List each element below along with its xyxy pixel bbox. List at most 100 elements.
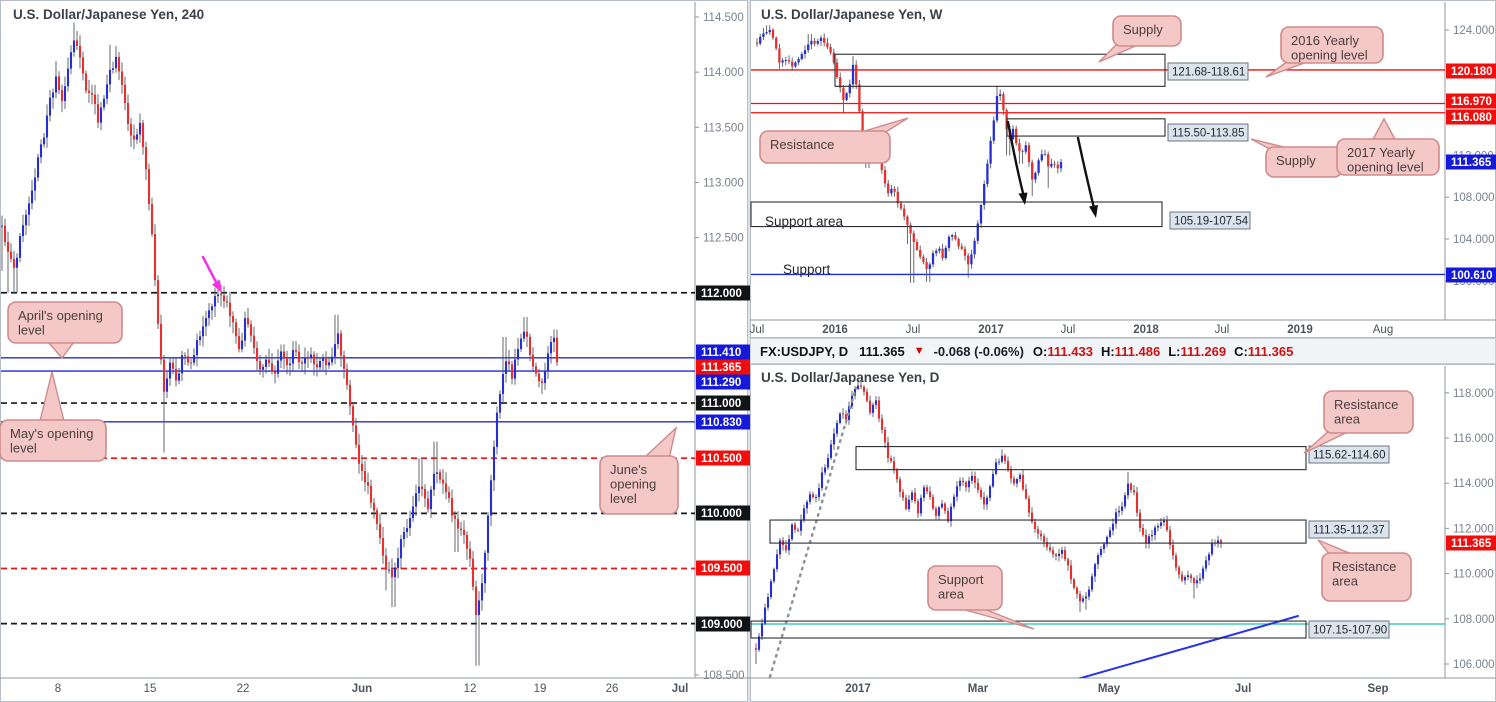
price-tick-label: 113.500 bbox=[703, 122, 744, 134]
time-tick-label: 2016 bbox=[822, 324, 848, 336]
ohlc-low-value: 111.269 bbox=[1180, 343, 1227, 359]
callout-text: area bbox=[1332, 574, 1359, 589]
price-down-triangle-icon: ▼ bbox=[913, 345, 925, 357]
zone-range-label: 115.62-114.60 bbox=[1308, 445, 1390, 464]
callout-text: opening bbox=[610, 477, 656, 492]
supply-zone-121-118[interactable] bbox=[834, 53, 1166, 87]
time-axis-labels: 2017 Mar May Jul Sep bbox=[845, 683, 1388, 695]
price-badges: 120.180 116.970 116.080 111.365 100.610 bbox=[1446, 63, 1496, 283]
time-tick-label: Jul bbox=[1061, 324, 1076, 336]
callout-text: level bbox=[18, 323, 45, 338]
price-badge-111.365: 111.365 bbox=[1446, 154, 1496, 170]
zone-name-label: Support bbox=[783, 262, 831, 277]
callout-text: 2017 Yearly bbox=[1347, 145, 1415, 160]
ohlc-open-value: 111.433 bbox=[1047, 343, 1093, 359]
price-badge-text: 111.290 bbox=[701, 377, 741, 389]
callout-resistance-weekly[interactable]: Resistance bbox=[759, 117, 909, 164]
time-tick-label: Jul bbox=[750, 324, 765, 336]
callout-text: level bbox=[10, 441, 37, 456]
zone-range-label: 107.15-107.90 bbox=[1308, 620, 1390, 639]
price-badge-110.830: 110.830 bbox=[696, 414, 750, 430]
time-tick-label: 19 bbox=[534, 683, 547, 695]
zone-range-text: 107.15-107.90 bbox=[1313, 625, 1387, 637]
callout-text: Supply bbox=[1276, 153, 1316, 168]
price-badge-text: 110.000 bbox=[701, 508, 742, 520]
symbol-info-bar[interactable]: FX:USDJPY, D 111.365 ▼ -0.068 (-0.06%) O… bbox=[750, 338, 1496, 364]
zone-range-text: 105.19-107.54 bbox=[1174, 216, 1249, 228]
price-tick-label: 116.000 bbox=[1453, 433, 1494, 445]
callout-bubble bbox=[927, 565, 1003, 611]
callout-supply-lower[interactable]: Supply bbox=[1250, 138, 1343, 178]
chart-W: 124.000112.000108.000104.000100.000Jul20… bbox=[750, 2, 1496, 336]
resistance-zone-115-114[interactable] bbox=[855, 446, 1307, 471]
price-tick-label: 108.000 bbox=[1453, 614, 1495, 626]
time-tick-label: 26 bbox=[606, 683, 619, 695]
price-badge-text: 120.180 bbox=[1451, 66, 1493, 78]
callout-tail bbox=[957, 607, 1035, 630]
price-tick-label: 110.000 bbox=[1453, 569, 1494, 581]
callout-text: opening level bbox=[1291, 48, 1368, 63]
callout-text: area bbox=[1334, 412, 1361, 427]
zone-range-text: 121.68-118.61 bbox=[1172, 67, 1245, 79]
price-tick-label: 108.500 bbox=[703, 670, 745, 682]
magenta-pointer-arrow[interactable] bbox=[201, 255, 222, 293]
price-tick-label: 124.000 bbox=[1453, 25, 1495, 37]
zone-range-label: 111.35-112.37 bbox=[1308, 520, 1390, 539]
support-zone-107[interactable] bbox=[750, 620, 1307, 639]
supply-zone-115-113[interactable] bbox=[1006, 118, 1166, 137]
price-badge-111.365: 111.365 bbox=[696, 359, 750, 375]
callout-tail bbox=[46, 341, 76, 360]
callout-text: Resistance bbox=[770, 137, 834, 152]
ticker-symbol[interactable]: FX:USDJPY, D bbox=[760, 343, 849, 359]
time-tick-label: Mar bbox=[968, 683, 989, 695]
price-badge-text: 110.830 bbox=[701, 417, 742, 429]
price-tick-label: 114.000 bbox=[1453, 478, 1494, 490]
chart-panel-usdjpy-4h[interactable] bbox=[0, 0, 748, 702]
callout-text: Resistance bbox=[1334, 397, 1398, 412]
level-lines bbox=[751, 69, 1445, 276]
callout-text: Resistance bbox=[1332, 559, 1396, 574]
price-badge-text: 116.080 bbox=[1451, 112, 1492, 124]
supply-drop-arrow-1[interactable] bbox=[1006, 120, 1028, 205]
callout-text: level bbox=[610, 491, 637, 506]
price-tick-label: 114.500 bbox=[703, 12, 744, 24]
ohlc-close-label: C: bbox=[1234, 343, 1248, 359]
price-badge-110.500: 110.500 bbox=[696, 450, 750, 466]
time-tick-label: Jul bbox=[672, 683, 689, 695]
price-badge-111.000: 111.000 bbox=[696, 395, 750, 411]
price-badge-112.000: 112.000 bbox=[696, 285, 750, 301]
candlestick-series bbox=[754, 378, 1223, 664]
zone-range-label: 115.50-113.85 bbox=[1167, 123, 1249, 142]
chart-title-daily: U.S. Dollar/Japanese Yen, D bbox=[761, 370, 940, 385]
price-axis-labels: 114.500 114.000 113.500 113.000 112.500 108.5… bbox=[695, 12, 745, 682]
price-tick-label: 112.500 bbox=[703, 233, 744, 245]
resistance-zone-111-112[interactable] bbox=[769, 519, 1307, 544]
time-axis-labels: Jul 2016 Jul 2017 Jul 2018 Jul 2019 Aug bbox=[750, 324, 1394, 336]
price-badges: 111.365 bbox=[1446, 535, 1496, 551]
price-badge-text: 116.970 bbox=[1451, 96, 1492, 108]
callout-bubble bbox=[1321, 552, 1412, 602]
chart-title-4h: U.S. Dollar/Japanese Yen, 240 bbox=[13, 7, 205, 22]
price-badge-text: 111.365 bbox=[1451, 157, 1492, 169]
zone-name-label: Support area bbox=[765, 214, 844, 229]
price-badge-text: 100.610 bbox=[1451, 270, 1493, 282]
price-badge-111.410: 111.410 bbox=[696, 344, 750, 360]
price-badge-111.290: 111.290 bbox=[696, 374, 750, 390]
price-badge-109.000: 109.000 bbox=[696, 616, 750, 632]
supply-drop-arrow-2[interactable] bbox=[1076, 136, 1098, 218]
callout-bubble bbox=[1280, 26, 1384, 64]
chart-title-weekly: U.S. Dollar/Japanese Yen, W bbox=[761, 7, 943, 22]
callout-supply-upper[interactable]: Supply bbox=[1098, 15, 1182, 63]
price-badge-text: 111.365 bbox=[1451, 538, 1492, 550]
price-tick-label: 113.000 bbox=[703, 177, 744, 189]
support-zone-105-107[interactable] bbox=[750, 201, 1163, 228]
